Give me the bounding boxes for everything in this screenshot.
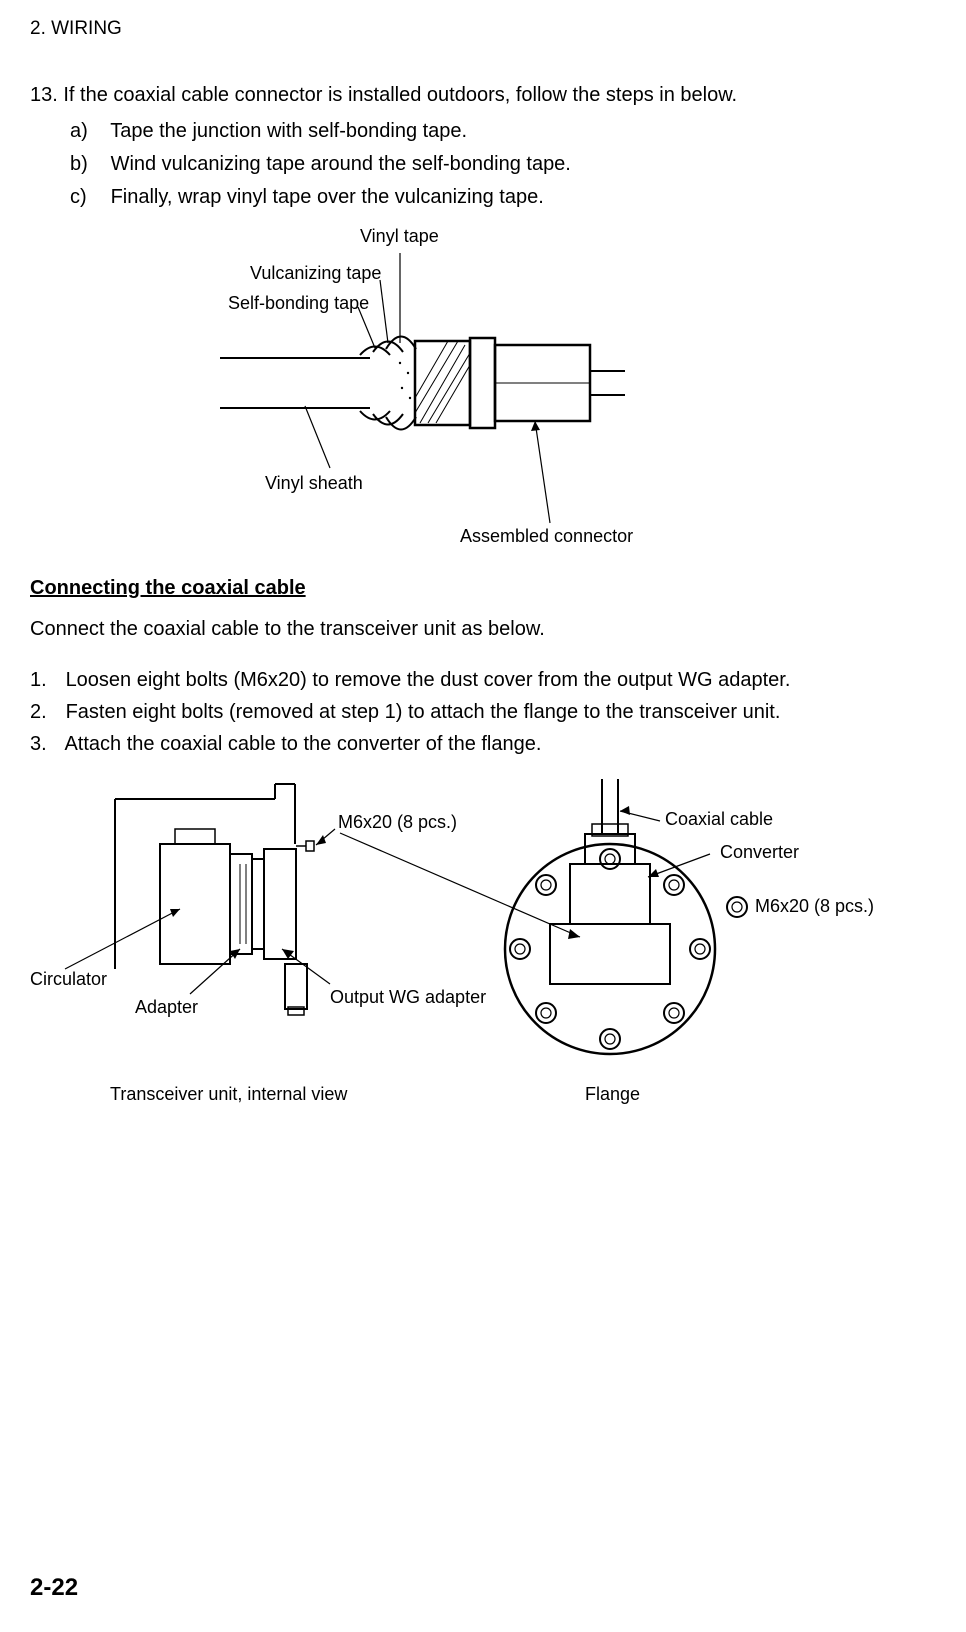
step-13a: a) Tape the junction with self-bonding t…	[70, 116, 936, 147]
label-self-bonding-tape: Self-bonding tape	[228, 293, 369, 314]
label-m6x20-left: M6x20 (8 pcs.)	[338, 812, 457, 833]
step-1: 1. Loosen eight bolts (M6x20) to remove …	[30, 665, 936, 695]
step-1-text: Loosen eight bolts (M6x20) to remove the…	[66, 669, 791, 691]
figure1-svg	[30, 223, 936, 563]
step-2: 2. Fasten eight bolts (removed at step 1…	[30, 697, 936, 727]
section-header: 2. WIRING	[30, 18, 936, 40]
label-vinyl-tape: Vinyl tape	[360, 226, 439, 247]
label-circulator: Circulator	[30, 969, 107, 990]
para-connect-coaxial: Connect the coaxial cable to the transce…	[30, 614, 936, 645]
heading-connecting-coaxial: Connecting the coaxial cable	[30, 577, 936, 600]
step-1-num: 1.	[30, 665, 60, 695]
step-13c-letter: c)	[70, 182, 105, 213]
label-vulcanizing-tape: Vulcanizing tape	[250, 263, 381, 284]
step-13a-letter: a)	[70, 116, 105, 147]
label-coaxial-cable: Coaxial cable	[665, 809, 773, 830]
step-3: 3. Attach the coaxial cable to the conve…	[30, 729, 936, 759]
step-13b-letter: b)	[70, 149, 105, 180]
step-2-num: 2.	[30, 697, 60, 727]
page-number: 2-22	[30, 1574, 78, 1602]
label-transceiver-view: Transceiver unit, internal view	[110, 1084, 347, 1105]
step-13c-text: Finally, wrap vinyl tape over the vulcan…	[111, 186, 544, 208]
label-vinyl-sheath: Vinyl sheath	[265, 473, 363, 494]
page: 2. WIRING 13. If the coaxial cable conne…	[0, 0, 966, 1632]
label-adapter: Adapter	[135, 997, 198, 1018]
label-flange: Flange	[585, 1084, 640, 1105]
step-13-number: 13.	[30, 84, 58, 106]
label-output-wg-adapter: Output WG adapter	[330, 987, 486, 1008]
numbered-steps: 1. Loosen eight bolts (M6x20) to remove …	[30, 665, 936, 759]
step-13: 13. If the coaxial cable connector is in…	[30, 80, 936, 110]
figure-transceiver-flange: M6x20 (8 pcs.) Circulator Adapter Output…	[30, 769, 936, 1149]
step-13c: c) Finally, wrap vinyl tape over the vul…	[70, 182, 936, 213]
label-m6x20-right: M6x20 (8 pcs.)	[755, 896, 874, 917]
step-13b: b) Wind vulcanizing tape around the self…	[70, 149, 936, 180]
step-3-text: Attach the coaxial cable to the converte…	[64, 733, 541, 755]
step-3-num: 3.	[30, 729, 60, 759]
step-13b-text: Wind vulcanizing tape around the self-bo…	[111, 153, 571, 175]
step-13-text: If the coaxial cable connector is instal…	[63, 84, 737, 106]
step-13a-text: Tape the junction with self-bonding tape…	[110, 120, 467, 142]
step-2-text: Fasten eight bolts (removed at step 1) t…	[66, 701, 781, 723]
step-13-sublist: a) Tape the junction with self-bonding t…	[70, 116, 936, 213]
label-converter: Converter	[720, 842, 799, 863]
label-assembled-connector: Assembled connector	[460, 526, 633, 547]
figure-connector-taping: Vinyl tape Vulcanizing tape Self-bonding…	[30, 223, 936, 563]
